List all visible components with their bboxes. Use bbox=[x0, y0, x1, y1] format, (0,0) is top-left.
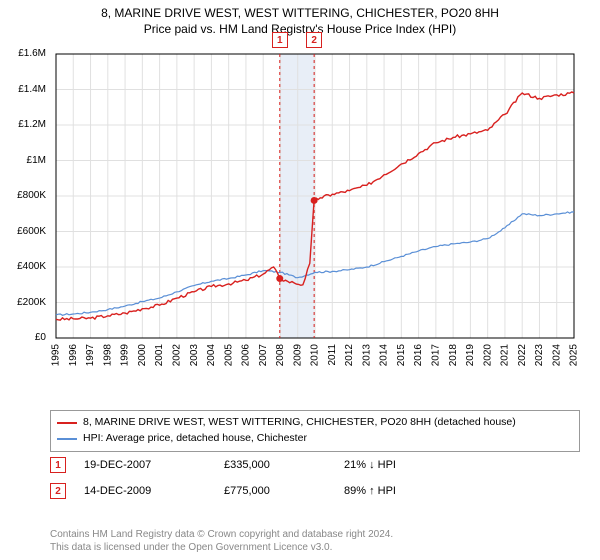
svg-text:2009: 2009 bbox=[292, 344, 303, 367]
y-tick-label: £200K bbox=[2, 297, 46, 308]
y-tick-label: £1.4M bbox=[2, 84, 46, 95]
y-tick-label: £1.6M bbox=[2, 48, 46, 59]
svg-text:2011: 2011 bbox=[327, 344, 338, 366]
svg-text:1998: 1998 bbox=[102, 344, 113, 367]
transaction-price-1: £335,000 bbox=[224, 459, 344, 471]
svg-text:2016: 2016 bbox=[413, 344, 424, 367]
svg-text:1997: 1997 bbox=[85, 344, 96, 367]
y-tick-label: £1M bbox=[2, 155, 46, 166]
legend-row-1: 8, MARINE DRIVE WEST, WEST WITTERING, CH… bbox=[57, 415, 573, 431]
transaction-row-1: 1 19-DEC-2007 £335,000 21% ↓ HPI bbox=[50, 452, 580, 478]
transaction-marker-2: 2 bbox=[50, 483, 66, 499]
svg-text:2021: 2021 bbox=[500, 344, 511, 367]
legend-swatch-1 bbox=[57, 422, 77, 424]
svg-text:2022: 2022 bbox=[517, 344, 528, 367]
svg-text:1999: 1999 bbox=[120, 344, 131, 367]
legend-label-2: HPI: Average price, detached house, Chic… bbox=[83, 431, 307, 447]
annotation-marker-1: 1 bbox=[272, 32, 288, 48]
svg-text:2025: 2025 bbox=[569, 344, 580, 367]
title-line-1: 8, MARINE DRIVE WEST, WEST WITTERING, CH… bbox=[0, 6, 600, 22]
footer-line-2: This data is licensed under the Open Gov… bbox=[50, 541, 393, 554]
chart-area: 1995 1996 1997 1998 1999 2000 2001 2002 2003 2004… bbox=[50, 48, 580, 378]
transaction-price-2: £775,000 bbox=[224, 485, 344, 497]
transaction-delta-2: 89% ↑ HPI bbox=[344, 485, 396, 497]
svg-text:2007: 2007 bbox=[258, 344, 269, 367]
y-tick-label: £800K bbox=[2, 190, 46, 201]
svg-text:2023: 2023 bbox=[534, 344, 545, 367]
legend-swatch-2 bbox=[57, 438, 77, 440]
svg-text:2005: 2005 bbox=[223, 344, 234, 367]
title-block: 8, MARINE DRIVE WEST, WEST WITTERING, CH… bbox=[0, 0, 600, 37]
svg-text:2000: 2000 bbox=[137, 344, 148, 367]
svg-text:2019: 2019 bbox=[465, 344, 476, 367]
transaction-date-2: 14-DEC-2009 bbox=[84, 485, 224, 497]
legend-label-1: 8, MARINE DRIVE WEST, WEST WITTERING, CH… bbox=[83, 415, 516, 431]
y-tick-label: £0 bbox=[2, 332, 46, 343]
transaction-delta-1: 21% ↓ HPI bbox=[344, 459, 396, 471]
transactions-table: 1 19-DEC-2007 £335,000 21% ↓ HPI 2 14-DE… bbox=[50, 452, 580, 504]
footer-text: Contains HM Land Registry data © Crown c… bbox=[50, 528, 393, 554]
svg-text:2004: 2004 bbox=[206, 344, 217, 367]
svg-text:2020: 2020 bbox=[482, 344, 493, 367]
svg-text:2017: 2017 bbox=[431, 344, 442, 367]
svg-text:2002: 2002 bbox=[172, 344, 183, 367]
svg-text:2018: 2018 bbox=[448, 344, 459, 367]
chart-svg: 1995 1996 1997 1998 1999 2000 2001 2002 2003 2004… bbox=[50, 48, 580, 378]
transaction-row-2: 2 14-DEC-2009 £775,000 89% ↑ HPI bbox=[50, 478, 580, 504]
svg-text:1995: 1995 bbox=[51, 344, 62, 367]
figure-container: 8, MARINE DRIVE WEST, WEST WITTERING, CH… bbox=[0, 0, 600, 560]
svg-text:2014: 2014 bbox=[379, 344, 390, 367]
y-tick-label: £600K bbox=[2, 226, 46, 237]
annotation-marker-2: 2 bbox=[306, 32, 322, 48]
svg-text:2001: 2001 bbox=[154, 344, 165, 367]
y-tick-label: £400K bbox=[2, 261, 46, 272]
transaction-marker-1: 1 bbox=[50, 457, 66, 473]
footer-line-1: Contains HM Land Registry data © Crown c… bbox=[50, 528, 393, 541]
svg-text:2003: 2003 bbox=[189, 344, 200, 367]
svg-text:2006: 2006 bbox=[241, 344, 252, 367]
legend-box: 8, MARINE DRIVE WEST, WEST WITTERING, CH… bbox=[50, 410, 580, 452]
svg-text:2012: 2012 bbox=[344, 344, 355, 367]
transaction-date-1: 19-DEC-2007 bbox=[84, 459, 224, 471]
svg-text:2010: 2010 bbox=[310, 344, 321, 367]
y-tick-label: £1.2M bbox=[2, 119, 46, 130]
legend-row-2: HPI: Average price, detached house, Chic… bbox=[57, 431, 573, 447]
svg-text:2008: 2008 bbox=[275, 344, 286, 367]
svg-text:2015: 2015 bbox=[396, 344, 407, 367]
svg-text:2024: 2024 bbox=[551, 344, 562, 367]
title-line-2: Price paid vs. HM Land Registry's House … bbox=[0, 22, 600, 38]
svg-text:1996: 1996 bbox=[68, 344, 79, 367]
svg-text:2013: 2013 bbox=[361, 344, 372, 367]
